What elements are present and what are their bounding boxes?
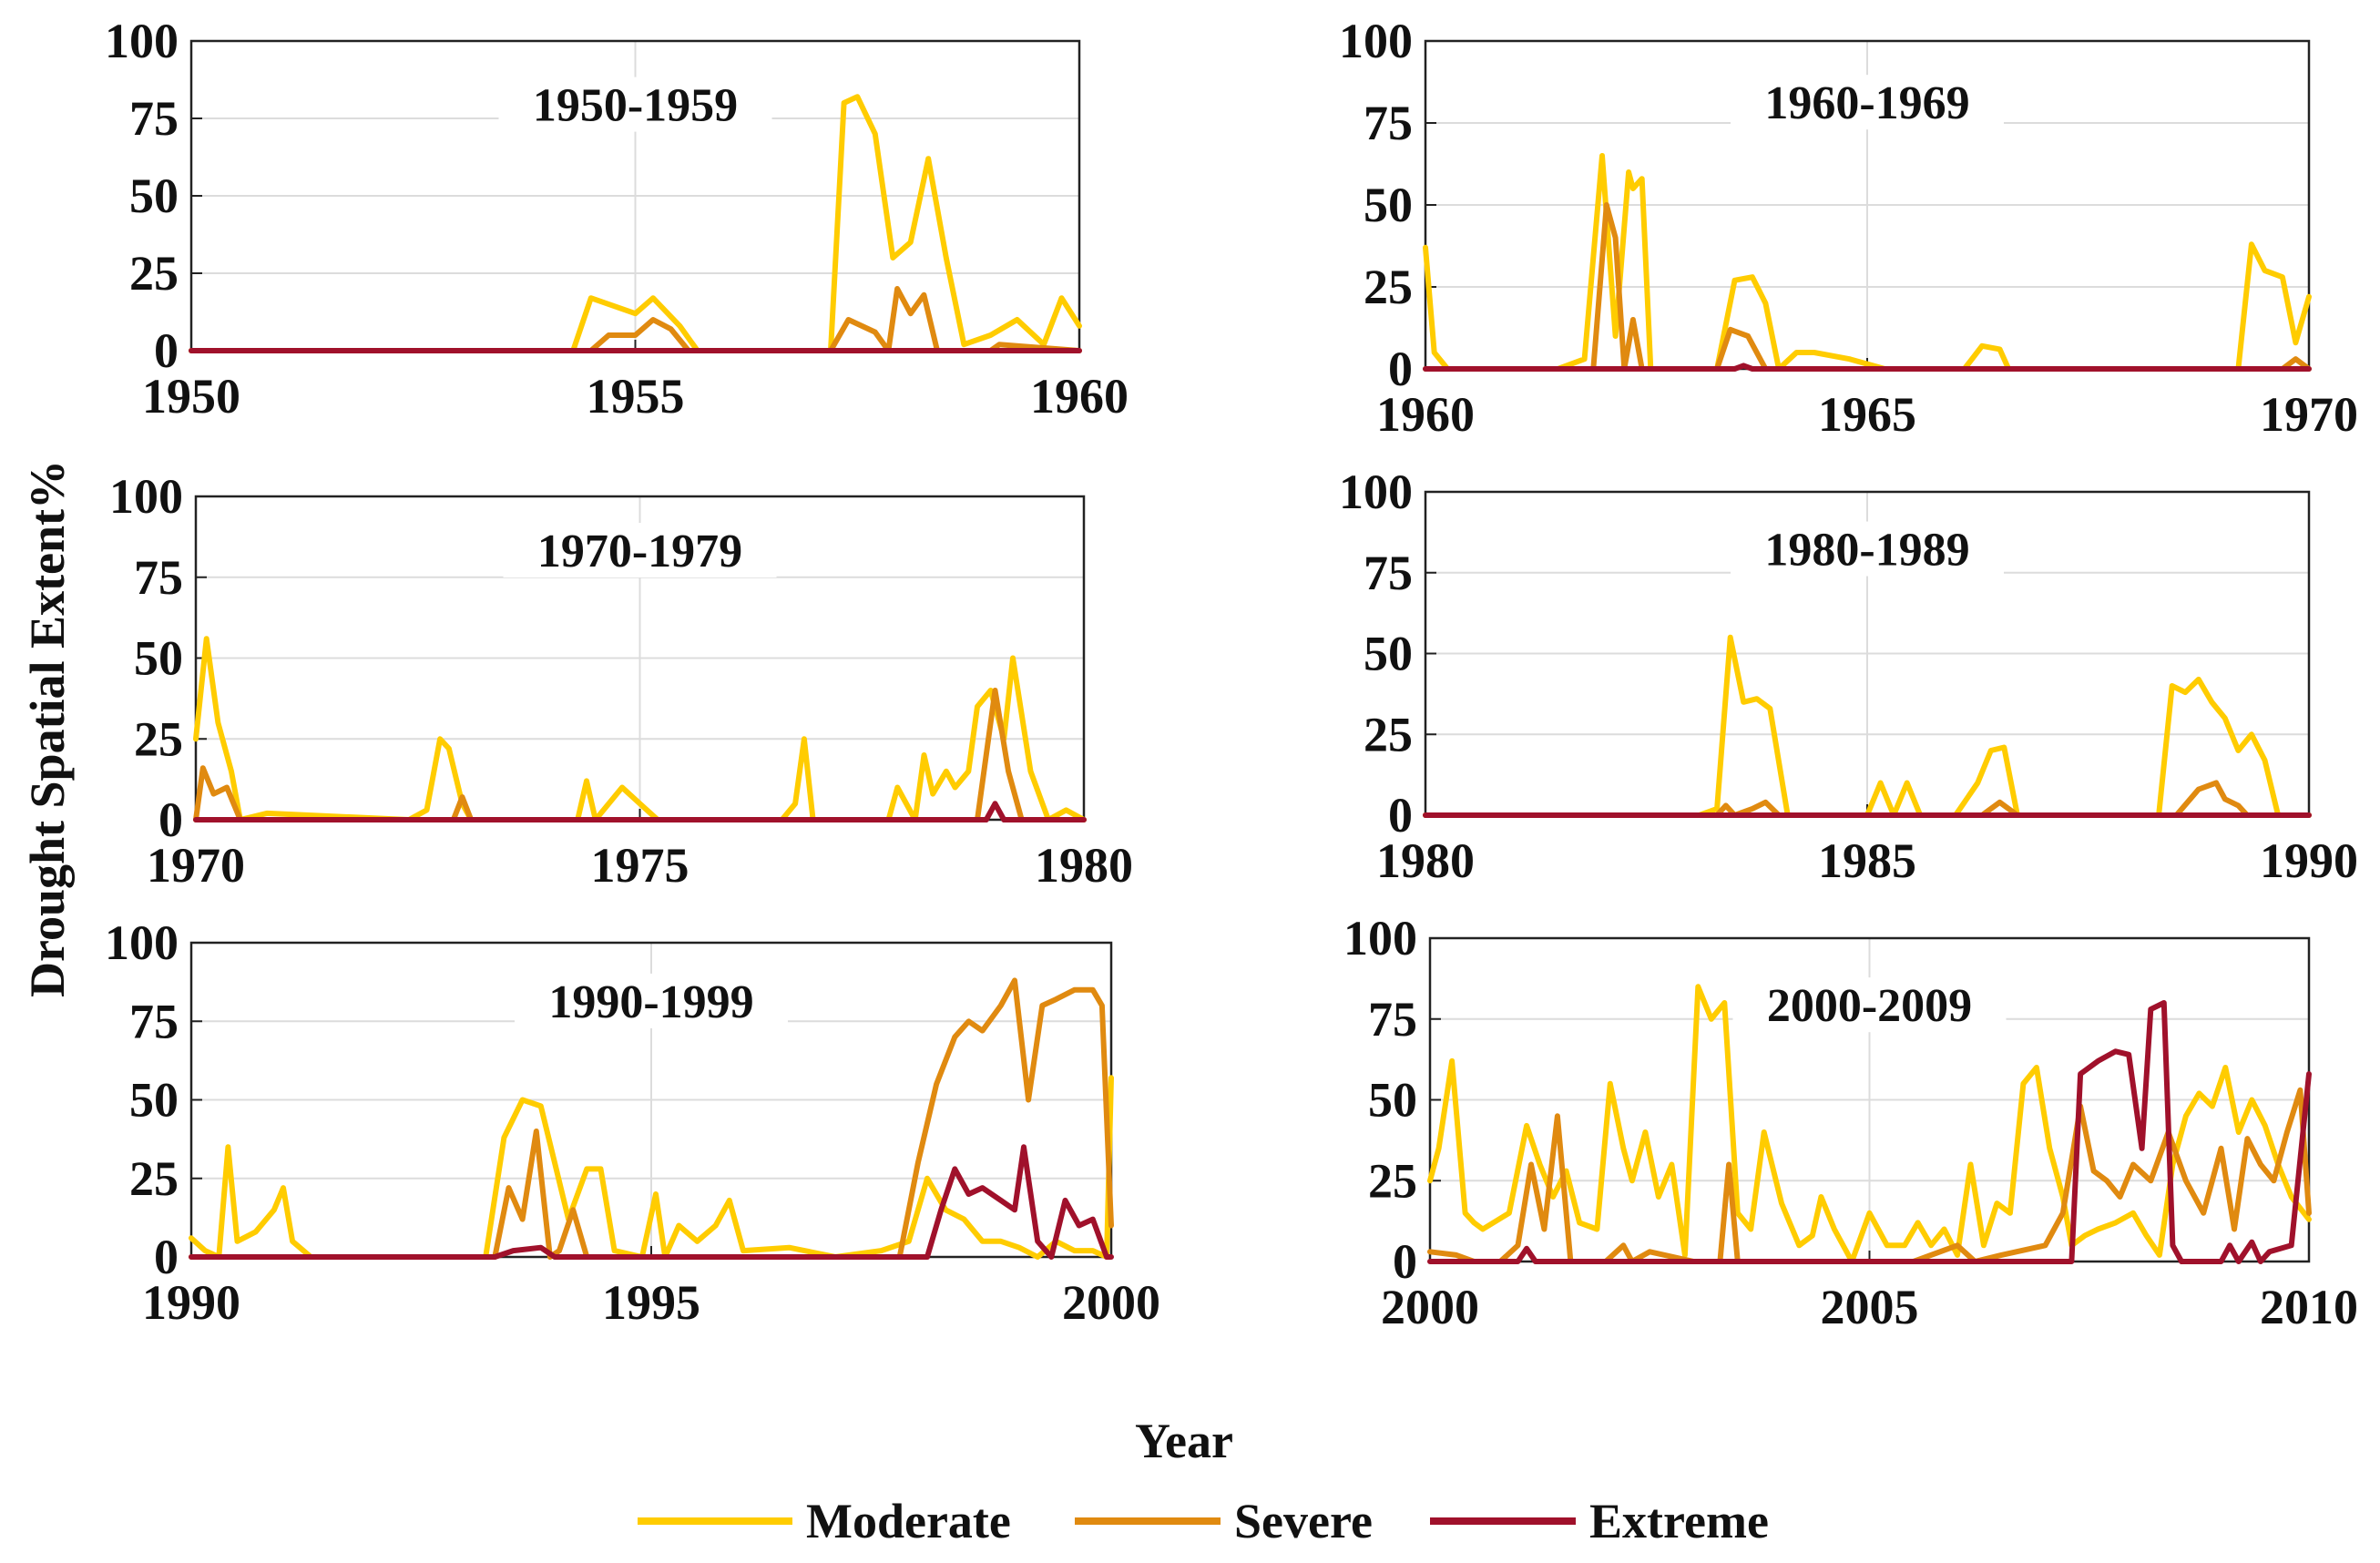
panel-1960-1969: 0 25 50 75 100 1960 1965 1970 1960-1969 <box>1339 14 2358 442</box>
legend-item-extreme: Extreme <box>1430 1494 1769 1548</box>
series-line-severe <box>1427 1087 2312 1264</box>
x-tick-label: 2000 <box>1381 1280 1479 1334</box>
legend-label-moderate: Moderate <box>806 1494 1011 1548</box>
y-tick-label: 0 <box>1388 342 1413 396</box>
y-tick-label: 50 <box>134 631 183 686</box>
panel-title: 1960-1969 <box>1764 77 1969 129</box>
y-tick-label: 75 <box>129 994 179 1048</box>
x-tick-label: 1960 <box>1030 369 1129 424</box>
series-group-2000-2009 <box>1427 984 2312 1264</box>
x-axis-title: Year <box>1135 1414 1233 1468</box>
y-tick-label: 100 <box>1343 911 1417 965</box>
y-tick-label: 100 <box>1339 465 1413 519</box>
panel-title: 1990-1999 <box>548 976 753 1028</box>
y-tick-label: 25 <box>129 1151 179 1206</box>
x-tick-label: 2010 <box>2260 1280 2358 1334</box>
series-group-1990-1999 <box>189 977 1114 1260</box>
x-tick-label: 1975 <box>591 838 689 893</box>
x-tick-label: 1985 <box>1818 833 1916 888</box>
x-tick-label: 1980 <box>1376 833 1475 888</box>
legend: Moderate Severe Extreme <box>638 1494 1769 1548</box>
series-line-moderate <box>1423 153 2312 372</box>
series-line-severe <box>1423 780 2312 818</box>
y-tick-label: 50 <box>1364 627 1413 681</box>
series-group-1980-1989 <box>1423 634 2312 818</box>
panel-title-bg <box>1732 977 2007 1033</box>
x-tick-label: 1990 <box>142 1275 240 1330</box>
y-tick-label: 25 <box>134 711 183 766</box>
panel-title-bg <box>1731 75 2004 130</box>
y-tick-label: 100 <box>1339 14 1413 68</box>
y-axis-title: Drought Spatial Extent% <box>20 460 75 997</box>
legend-item-moderate: Moderate <box>638 1494 1011 1548</box>
series-group-1960-1969 <box>1423 153 2312 372</box>
series-line-moderate <box>1423 634 2312 818</box>
panel-2000-2009: 0 25 50 75 100 2000 2005 2010 2000-2009 <box>1343 911 2358 1334</box>
y-tick-label: 75 <box>1364 546 1413 600</box>
x-tick-label: 1970 <box>2260 387 2358 442</box>
series-line-extreme <box>189 1144 1114 1260</box>
series-line-extreme <box>193 801 1087 822</box>
series-line-severe <box>189 977 1114 1260</box>
y-tick-label: 50 <box>129 1073 179 1128</box>
series-line-moderate <box>189 94 1082 353</box>
y-tick-label: 25 <box>129 246 179 301</box>
x-tick-label: 2000 <box>1062 1275 1160 1330</box>
y-tick-label: 25 <box>1364 260 1413 314</box>
panel-title: 1980-1989 <box>1764 525 1969 577</box>
series-line-severe <box>193 688 1087 822</box>
y-tick-label: 75 <box>129 91 179 146</box>
y-tick-label: 0 <box>154 323 179 378</box>
y-tick-label: 75 <box>1368 992 1417 1047</box>
panel-title-bg <box>1731 521 2004 577</box>
series-line-moderate <box>1427 984 2312 1264</box>
y-tick-label: 25 <box>1364 707 1413 761</box>
x-tick-label: 1955 <box>587 369 685 424</box>
y-tick-label: 100 <box>105 14 179 68</box>
panel-1990-1999: 0 25 50 75 100 1990 1995 2000 1990-1999 <box>105 915 1160 1330</box>
y-tick-label: 0 <box>158 792 183 847</box>
x-tick-label: 1970 <box>147 838 245 893</box>
x-tick-label: 1990 <box>2260 833 2358 888</box>
y-tick-label: 100 <box>109 469 183 524</box>
legend-label-extreme: Extreme <box>1589 1494 1769 1548</box>
y-tick-label: 0 <box>1393 1234 1417 1289</box>
x-tick-label: 2005 <box>1821 1280 1919 1334</box>
series-group-1950-1959 <box>189 94 1082 353</box>
panel-title-bg <box>498 77 772 132</box>
y-tick-label: 50 <box>1364 178 1413 232</box>
y-tick-label: 0 <box>154 1230 179 1284</box>
legend-label-severe: Severe <box>1234 1494 1373 1548</box>
legend-item-severe: Severe <box>1075 1494 1373 1548</box>
panel-title: 1970-1979 <box>537 526 742 577</box>
series-group-1970-1979 <box>193 636 1087 822</box>
panel-1970-1979: 0 25 50 75 100 1970 1975 1980 1970-1979 <box>109 469 1133 893</box>
y-tick-label: 50 <box>129 169 179 223</box>
panel-1980-1989: 0 25 50 75 100 1980 1985 1990 1980-1989 <box>1339 465 2358 888</box>
panel-1950-1959: 0 25 50 75 100 1950 1955 1960 1950-1959 <box>105 14 1129 424</box>
x-tick-label: 1980 <box>1035 838 1133 893</box>
y-tick-label: 75 <box>1364 96 1413 150</box>
panel-title-bg <box>515 973 788 1028</box>
x-tick-label: 1950 <box>142 369 240 424</box>
x-tick-label: 1960 <box>1376 387 1475 442</box>
panel-title: 1950-1959 <box>533 80 738 132</box>
y-tick-label: 0 <box>1388 788 1413 843</box>
y-tick-label: 75 <box>134 550 183 605</box>
x-tick-label: 1965 <box>1818 387 1916 442</box>
panel-title-bg <box>503 523 777 577</box>
panels-layer: 0 25 50 75 100 1950 1955 1960 1950-1959 0 25 50 75 10… <box>105 14 2358 1334</box>
y-tick-label: 25 <box>1368 1153 1417 1208</box>
x-tick-label: 1995 <box>602 1275 700 1330</box>
series-line-extreme <box>1427 1000 2312 1264</box>
series-line-extreme <box>1423 363 2312 372</box>
y-tick-label: 50 <box>1368 1073 1417 1128</box>
panel-title: 2000-2009 <box>1767 980 1972 1032</box>
y-tick-label: 100 <box>105 915 179 970</box>
